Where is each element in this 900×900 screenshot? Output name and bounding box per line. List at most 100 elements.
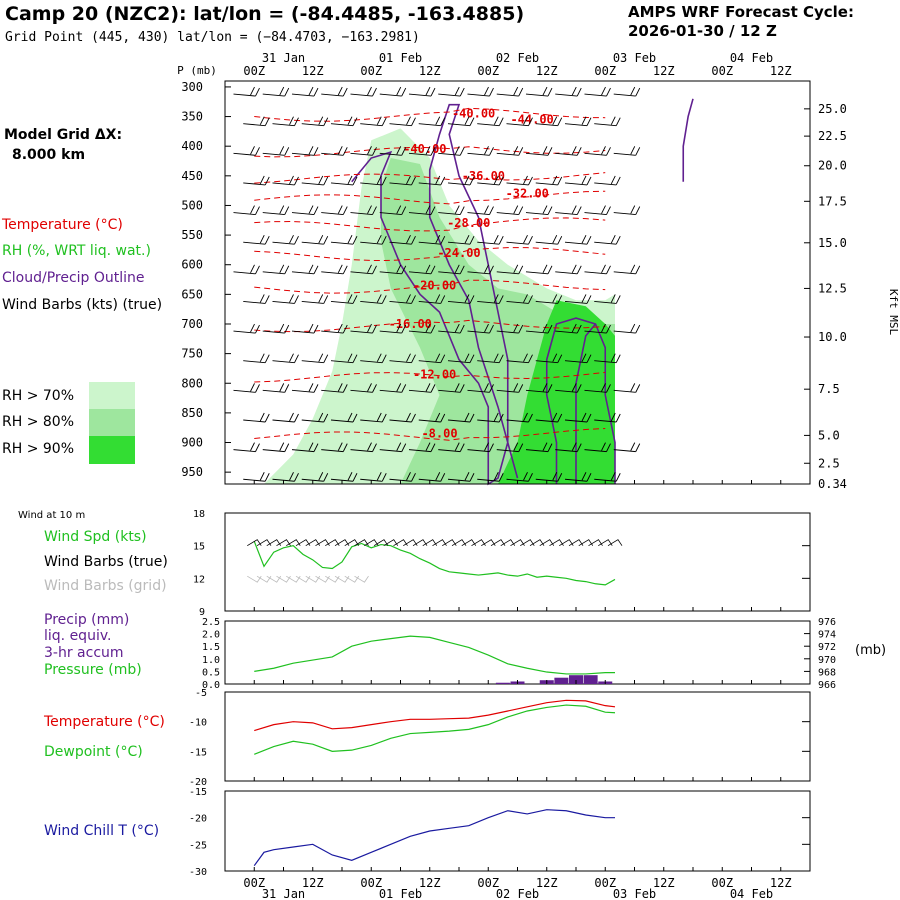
wind-barb: [493, 412, 499, 422]
wind-barb: [313, 443, 319, 452]
wind-barb: [406, 234, 411, 244]
time-hour-label-bottom: 12Z: [770, 876, 792, 890]
legend-rh90-label: RH > 90%: [2, 441, 75, 457]
wind-barb: [469, 354, 475, 363]
wind-barb: [411, 354, 416, 363]
wind-barb: [272, 182, 295, 186]
wind-barb: [308, 383, 314, 392]
precip-tick-label: 2.0: [202, 630, 220, 641]
wind-barb: [406, 412, 411, 422]
wind-barb: [557, 295, 563, 304]
wind-barb: [630, 383, 636, 392]
wind-barb: [406, 472, 411, 481]
kft-tick-label: 17.5: [818, 194, 847, 208]
wind-barb: [379, 93, 402, 97]
wind-barb: [250, 323, 255, 333]
wind-barb: [243, 419, 266, 423]
wind-barb: [337, 383, 343, 392]
time-date-label-top: 04 Feb: [730, 51, 773, 65]
wind-barb: [401, 265, 407, 275]
wind-barb: [350, 212, 373, 216]
page-title: Camp 20 (NZC2): lat/lon = (-84.4485, -16…: [5, 3, 525, 25]
wind-barb: [425, 383, 431, 392]
wind-barb: [360, 182, 383, 186]
wind-barb: [411, 176, 416, 186]
wind-barb: [447, 241, 471, 245]
wind-barb: [284, 384, 290, 393]
wind-barb: [564, 182, 588, 186]
wind-barb: [586, 295, 592, 304]
wind-barb: [347, 116, 353, 125]
wind-barb: [601, 383, 606, 392]
wind-barb: [435, 353, 441, 362]
wind-barb: [411, 235, 416, 245]
wind-barb: [350, 152, 373, 156]
wind-barb: [321, 212, 344, 216]
wind-barb: [518, 87, 524, 97]
pressure-right-tick-label: 968: [818, 667, 836, 678]
pressure-tick-label: 550: [181, 228, 203, 242]
wind-barb: [318, 175, 324, 185]
wind-barb: [506, 360, 529, 364]
wind-barb: [489, 443, 494, 452]
wind-barb: [291, 449, 315, 453]
pressure-line: [254, 635, 615, 675]
temperature-contour: [254, 279, 606, 294]
time-hour-label-bottom: 00Z: [360, 876, 382, 890]
wind-barb: [367, 146, 372, 155]
wind-barb: [259, 234, 265, 244]
wind-barb: [555, 212, 578, 216]
wind-barb: [381, 473, 387, 482]
wind-barb: [557, 117, 563, 126]
wind-barb: [467, 271, 490, 275]
wind-barb: [584, 449, 607, 453]
wind-barb: [367, 383, 372, 392]
wind-barb: [438, 212, 461, 216]
wind-barb: [535, 241, 558, 245]
wind-barb: [518, 324, 524, 334]
wind-barb: [498, 413, 504, 423]
wind-barb: [469, 176, 475, 186]
wind-barb: [350, 449, 373, 453]
wind-barb: [513, 383, 519, 392]
wind-barb: [389, 419, 412, 423]
wind-barb: [542, 442, 548, 451]
wind-barb: [586, 235, 592, 245]
wind-barb: [430, 265, 436, 275]
pressure-tick-label: 350: [181, 110, 203, 124]
time-hour-label-top: 12Z: [770, 64, 792, 78]
wind-barb: [606, 324, 611, 334]
wind-barb: [425, 86, 431, 96]
kft-tick-label: 0.34: [818, 477, 847, 491]
wind-barb: [438, 330, 461, 334]
wind-barb: [318, 234, 324, 244]
wind-barb: [411, 413, 416, 423]
time-hour-label-top: 12Z: [419, 64, 441, 78]
wind-barb: [459, 443, 465, 452]
wind-barb: [418, 419, 441, 423]
wind-barb: [435, 472, 441, 481]
wind-barb: [535, 360, 558, 364]
wind-barb: [418, 241, 441, 245]
time-hour-label-bottom: 00Z: [243, 876, 265, 890]
wind-barb: [294, 176, 299, 186]
wind-barb: [498, 235, 504, 245]
wind-barb: [255, 147, 260, 156]
wind-barb: [498, 176, 504, 186]
wind-barb: [454, 264, 460, 274]
wind-barb: [571, 86, 577, 96]
wind-barb: [323, 354, 329, 363]
wind-barb: [535, 123, 558, 127]
wind-barb: [330, 241, 354, 245]
wind-barb: [360, 301, 383, 304]
wind-barb: [352, 354, 358, 363]
wind-barb: [337, 442, 343, 451]
wind-barb: [360, 241, 383, 245]
wind-barb: [564, 123, 588, 127]
wind-barb: [352, 473, 358, 482]
temperature-label: Temperature (°C): [44, 714, 165, 730]
wind-barb: [493, 472, 499, 481]
wind-barb: [323, 473, 329, 482]
wind-barb: [498, 473, 504, 482]
model-grid-label: Model Grid ΔX:: [4, 127, 123, 143]
